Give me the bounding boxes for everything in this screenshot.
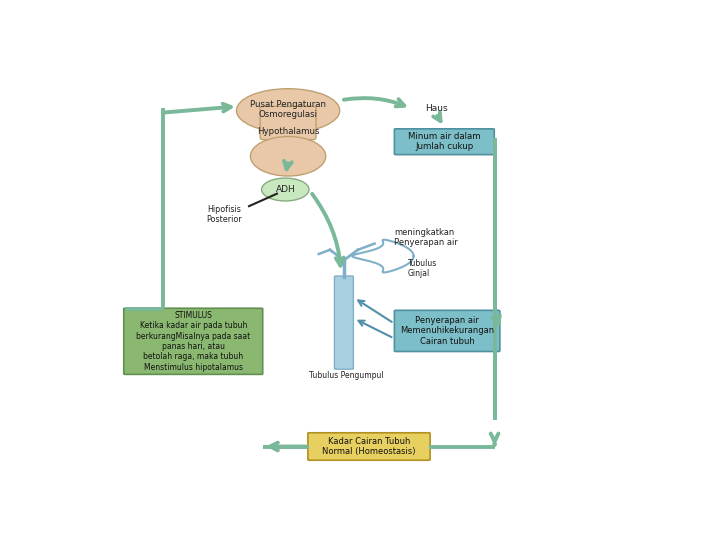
FancyBboxPatch shape bbox=[395, 129, 494, 154]
Text: Minum air dalam
Jumlah cukup: Minum air dalam Jumlah cukup bbox=[408, 132, 481, 151]
Ellipse shape bbox=[251, 137, 325, 176]
Text: ADH: ADH bbox=[276, 185, 295, 194]
Text: Haus: Haus bbox=[425, 104, 447, 113]
FancyBboxPatch shape bbox=[334, 276, 354, 369]
Text: Hypothalamus: Hypothalamus bbox=[257, 127, 320, 136]
Text: Pusat Pengaturan
Osmoregulasi: Pusat Pengaturan Osmoregulasi bbox=[250, 99, 326, 119]
Text: Tubulus
Ginjal: Tubulus Ginjal bbox=[408, 259, 437, 278]
Ellipse shape bbox=[261, 178, 309, 201]
FancyBboxPatch shape bbox=[260, 106, 316, 140]
Text: Tubulus Pengumpul: Tubulus Pengumpul bbox=[310, 372, 384, 380]
Text: STIMULUS
Ketika kadar air pada tubuh
berkurangMisalnya pada saat
panas hari, ata: STIMULUS Ketika kadar air pada tubuh ber… bbox=[136, 311, 251, 372]
Ellipse shape bbox=[236, 89, 340, 132]
FancyBboxPatch shape bbox=[395, 310, 500, 352]
Text: Penyerapan air
Memenuhikekurangan
Cairan tubuh: Penyerapan air Memenuhikekurangan Cairan… bbox=[400, 316, 494, 346]
Text: Hipofisis
Posterior: Hipofisis Posterior bbox=[206, 205, 242, 224]
Text: Kadar Cairan Tubuh
Normal (Homeostasis): Kadar Cairan Tubuh Normal (Homeostasis) bbox=[323, 437, 415, 456]
FancyBboxPatch shape bbox=[308, 433, 430, 460]
Text: meningkatkan
Penyerapan air: meningkatkan Penyerapan air bbox=[394, 228, 458, 247]
FancyBboxPatch shape bbox=[124, 308, 263, 374]
